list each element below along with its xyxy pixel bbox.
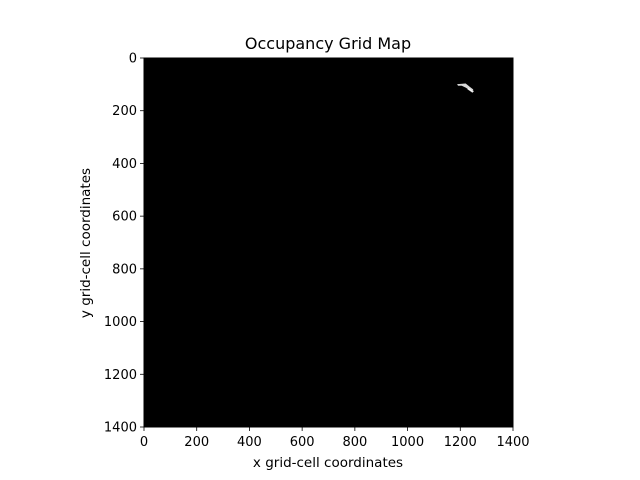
- x-tick-label: 0: [140, 435, 148, 450]
- chart-title: Occupancy Grid Map: [245, 34, 411, 53]
- free-space-features: [457, 83, 474, 93]
- y-tick-label: 600: [112, 210, 137, 225]
- axes-frame: [143, 57, 514, 428]
- y-tick-label: 1000: [104, 315, 137, 330]
- free-space-patch: [467, 87, 474, 93]
- y-axis-label: y grid-cell coordinates: [78, 168, 94, 318]
- x-axis-ticks: 0 200 400 600 800 1000 1200 1400: [140, 427, 530, 450]
- y-tick-label: 200: [112, 104, 137, 119]
- y-tick-label: 800: [112, 262, 137, 277]
- x-tick-label: 1400: [496, 435, 529, 450]
- map-image: [144, 58, 513, 427]
- x-tick-label: 1200: [444, 435, 477, 450]
- x-tick-label: 200: [184, 435, 209, 450]
- y-tick-label: 1400: [104, 421, 137, 436]
- x-tick-label: 400: [237, 435, 262, 450]
- x-tick-label: 1000: [391, 435, 424, 450]
- y-axis-ticks: 0 200 400 600 800 1000 1200 1400: [104, 52, 144, 436]
- y-tick-label: 1200: [104, 368, 137, 383]
- y-tick-label: 0: [129, 52, 137, 67]
- y-tick-label: 400: [112, 157, 137, 172]
- x-tick-label: 800: [342, 435, 367, 450]
- x-tick-label: 600: [290, 435, 315, 450]
- x-axis-label: x grid-cell coordinates: [253, 455, 403, 471]
